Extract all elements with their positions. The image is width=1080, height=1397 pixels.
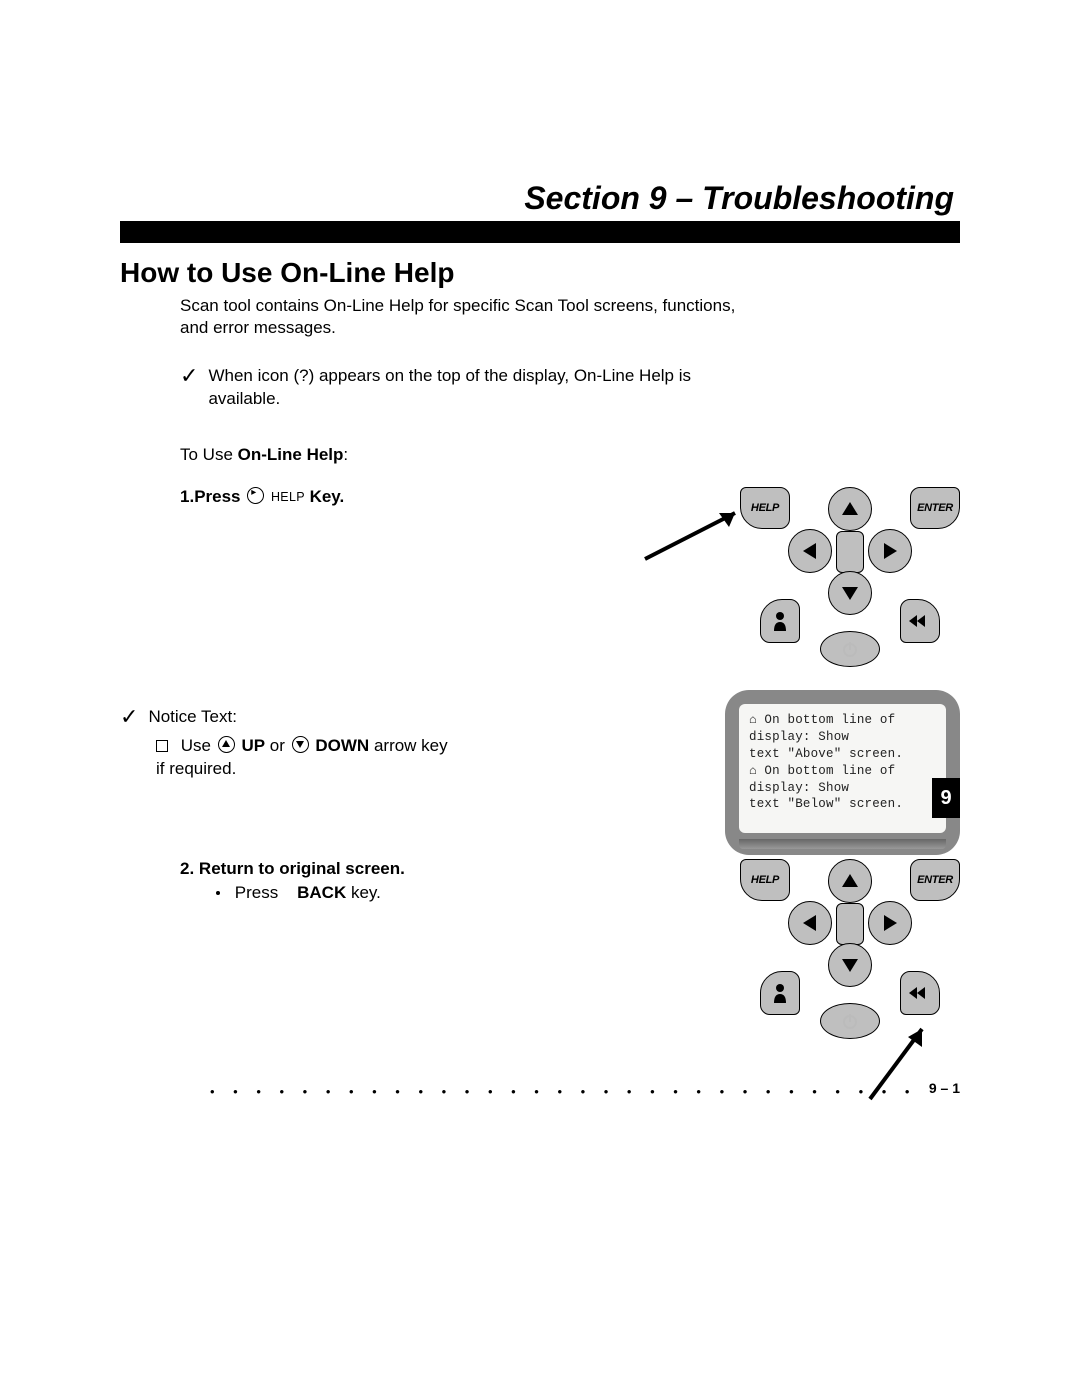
screen-line: ⌂ On bottom line of [749, 712, 936, 729]
screen-line: text "Below" screen. [749, 796, 936, 813]
page-number: 9 – 1 [921, 1080, 960, 1096]
help-key-icon [247, 487, 264, 504]
step2-press: Press [235, 883, 278, 902]
notice-row: ✓ Notice Text: Use UP or DOWN arrow key … [120, 690, 960, 855]
section-number-tab: 9 [932, 778, 960, 818]
notice-up: UP [241, 736, 265, 755]
square-bullet-icon [156, 740, 168, 752]
help-button: HELP [740, 487, 790, 529]
to-use-suffix: : [343, 445, 348, 464]
notice-label: Notice Text: [148, 706, 237, 729]
right-arrow-button [868, 529, 912, 573]
notice-subtext: Use UP or DOWN arrow key if required. [156, 735, 456, 781]
up-key-icon [218, 736, 235, 753]
user-button [760, 971, 800, 1015]
down-arrow-button [828, 943, 872, 987]
notice-or: or [270, 736, 285, 755]
checkmark-icon: ✓ [180, 365, 198, 387]
pointer-arrow-1 [635, 499, 755, 579]
section-title: Section 9 – Troubleshooting [120, 180, 960, 217]
step1-help-label: HELP [271, 490, 305, 504]
screen-line: display: Show [749, 780, 936, 797]
footer-dots: • • • • • • • • • • • • • • • • • • • • … [210, 1084, 960, 1099]
scroll-bar-button [836, 903, 864, 945]
left-arrow-button [788, 529, 832, 573]
enter-button: ENTER [910, 859, 960, 901]
help-button: HELP [740, 859, 790, 901]
to-use-line: To Use On-Line Help: [180, 445, 960, 465]
screen-line: display: Show [749, 729, 936, 746]
back-button [900, 971, 940, 1015]
device-screen-illustration: ⌂ On bottom line of display: Show text "… [725, 690, 960, 855]
intro-text: Scan tool contains On-Line Help for spec… [180, 295, 740, 339]
step2-label: Return to original screen. [199, 859, 405, 878]
page-footer: • • • • • • • • • • • • • • • • • • • • … [210, 1084, 960, 1099]
user-button [760, 599, 800, 643]
step2-key: key. [351, 883, 381, 902]
screen-text: ⌂ On bottom line of display: Show text "… [739, 704, 946, 833]
right-arrow-button [868, 901, 912, 945]
step2-back: BACK [297, 883, 346, 902]
step1-press: Press [194, 487, 240, 506]
to-use-bold: On-Line Help [238, 445, 344, 464]
up-arrow-button [828, 859, 872, 903]
page-heading: How to Use On-Line Help [120, 257, 960, 289]
left-arrow-button [788, 901, 832, 945]
document-page: Section 9 – Troubleshooting How to Use O… [0, 0, 1080, 1397]
down-key-icon [292, 736, 309, 753]
to-use-prefix: To Use [180, 445, 238, 464]
step2-text: 2. Return to original screen. [180, 859, 730, 879]
keypad-illustration-1: HELP ENTER [740, 487, 960, 682]
scroll-bar-button [836, 531, 864, 573]
check1-text: When icon (?) appears on the top of the … [208, 365, 740, 411]
check-item-1: ✓ When icon (?) appears on the top of th… [180, 365, 740, 411]
screen-line: text "Above" screen. [749, 746, 936, 763]
section-divider-bar [120, 221, 960, 243]
notice-use: Use [181, 736, 211, 755]
enter-button: ENTER [910, 487, 960, 529]
screen-line: ⌂ On bottom line of [749, 763, 936, 780]
up-arrow-button [828, 487, 872, 531]
down-arrow-button [828, 571, 872, 615]
step2-subtext: Press BACK key. [216, 883, 730, 903]
bullet-dot-icon [216, 891, 220, 895]
step2-row: 2. Return to original screen. Press BACK… [120, 859, 960, 1054]
notice-down: DOWN [315, 736, 369, 755]
back-button [900, 599, 940, 643]
power-button [820, 631, 880, 667]
step2-num: 2. [180, 859, 194, 878]
step1-num: 1. [180, 487, 194, 506]
step1-key: Key. [310, 487, 345, 506]
step1-row: 1.Press HELP Key. HELP ENTER [120, 487, 960, 682]
checkmark-icon: ✓ [120, 706, 138, 728]
